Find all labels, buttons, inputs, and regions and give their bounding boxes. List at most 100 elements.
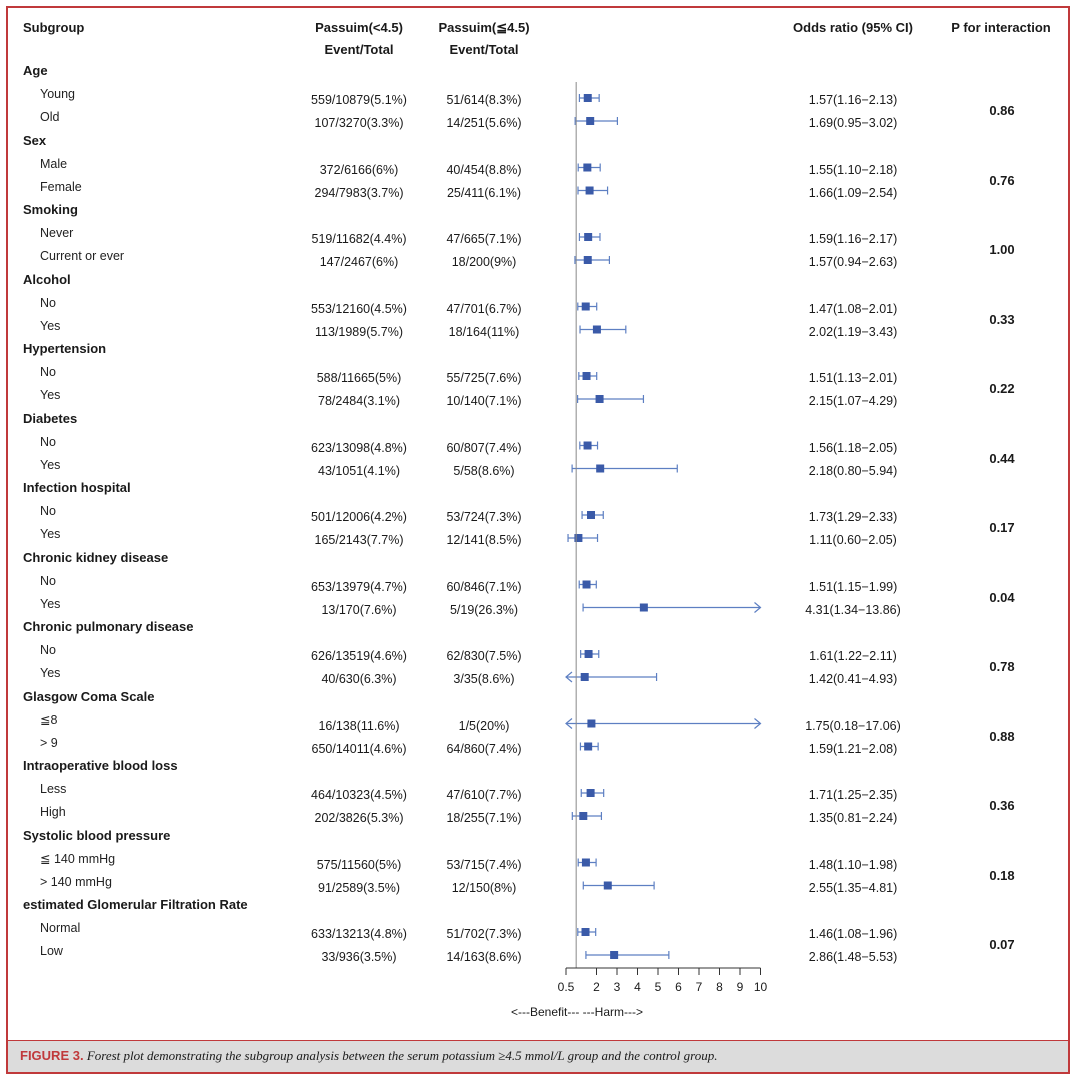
subgroup-label: Yes bbox=[40, 457, 61, 472]
subgroup-label: No bbox=[40, 434, 56, 449]
subgroup-heading: Hypertension bbox=[23, 341, 107, 356]
point-estimate-marker bbox=[585, 186, 594, 195]
event-total-group2: 14/163(8.6%) bbox=[446, 950, 522, 964]
p-for-interaction: 0.33 bbox=[989, 311, 1015, 327]
subgroup-label: Current or ever bbox=[40, 249, 125, 263]
p-for-interaction: 0.07 bbox=[989, 937, 1015, 952]
subgroup-label: Male bbox=[40, 156, 68, 171]
odds-ratio-text: 1.61(1.22−2.11) bbox=[809, 649, 897, 663]
event-total-group2: 10/140(7.1%) bbox=[446, 394, 522, 408]
odds-ratio-text: 1.71(1.25−2.35) bbox=[808, 788, 898, 802]
figure-caption: FIGURE 3. Forest plot demonstrating the … bbox=[8, 1040, 1068, 1072]
odds-ratio-text: 1.57(0.94−2.63) bbox=[808, 255, 898, 269]
event-total-group2: 18/164(11%) bbox=[448, 324, 520, 339]
subgroup-label: No bbox=[40, 365, 56, 379]
odds-ratio-text: 1.59(1.16−2.17) bbox=[808, 232, 898, 246]
header-subgroup: Subgroup bbox=[23, 20, 85, 35]
point-estimate-marker bbox=[581, 302, 590, 311]
odds-ratio-text: 2.86(1.48−5.53) bbox=[808, 950, 898, 964]
event-total-group2: 47/665(7.1%) bbox=[446, 232, 522, 246]
event-total-group2: 14/251(5.6%) bbox=[446, 116, 522, 130]
p-for-interaction: 0.22 bbox=[989, 381, 1015, 396]
odds-ratio-text: 1.73(1.29−2.33) bbox=[808, 510, 898, 524]
subgroup-label: Low bbox=[40, 944, 63, 958]
subgroup-heading: Chronic pulmonary disease bbox=[23, 619, 194, 634]
event-total-group1: 16/138(11.6%) bbox=[318, 718, 400, 733]
subgroup-heading: Glasgow Coma Scale bbox=[23, 688, 155, 704]
event-total-group2: 60/846(7.1%) bbox=[446, 579, 522, 594]
event-total-group2: 51/702(7.3%) bbox=[446, 927, 522, 941]
event-total-group1: 588/11665(5%) bbox=[316, 371, 402, 385]
event-total-group1: 633/13213(4.8%) bbox=[311, 927, 407, 941]
x-axis-tick-label: 6 bbox=[675, 980, 682, 994]
event-total-group1: 202/3826(5.3%) bbox=[314, 811, 404, 825]
subgroup-label: Yes bbox=[40, 596, 61, 611]
subgroup-heading: Intraoperative blood loss bbox=[23, 758, 178, 773]
subgroup-label: High bbox=[40, 805, 66, 819]
event-total-group1: 43/1051(4.1%) bbox=[317, 463, 401, 478]
x-axis-tick-label: 5 bbox=[655, 980, 662, 994]
subgroup-heading: Systolic blood pressure bbox=[23, 827, 171, 843]
event-total-group1: 113/1989(5.7%) bbox=[314, 324, 404, 339]
odds-ratio-text: 1.56(1.18−2.05) bbox=[808, 440, 898, 455]
subgroup-label: Normal bbox=[40, 921, 81, 935]
subgroup-label: > 140 mmHg bbox=[40, 874, 112, 889]
p-for-interaction: 0.36 bbox=[989, 798, 1015, 813]
odds-ratio-text: 1.51(1.13−2.01) bbox=[808, 371, 898, 385]
x-axis-tick-label: 3 bbox=[614, 980, 621, 994]
event-total-group2: 12/141(8.5%) bbox=[446, 533, 522, 547]
odds-ratio-text: 2.02(1.19−3.43) bbox=[808, 324, 898, 339]
subgroup-label: No bbox=[40, 295, 56, 310]
subgroup-label: Yes bbox=[40, 527, 61, 541]
p-for-interaction: 0.88 bbox=[989, 728, 1015, 744]
ci-arrow-right bbox=[754, 718, 762, 729]
header-group2: Passuim(≦4.5) bbox=[438, 20, 530, 35]
event-total-group1: 372/6166(6%) bbox=[319, 162, 399, 177]
event-total-group1: 91/2589(3.5%) bbox=[317, 880, 401, 895]
event-total-group1: 147/2467(6%) bbox=[319, 255, 399, 269]
p-for-interaction: 0.76 bbox=[989, 172, 1015, 188]
event-total-group1: 553/12160(4.5%) bbox=[311, 301, 407, 316]
event-total-group2: 18/255(7.1%) bbox=[446, 811, 522, 825]
point-estimate-marker bbox=[584, 650, 593, 658]
direction-label: <---Benefit--- ---Harm---> bbox=[511, 1005, 643, 1019]
p-for-interaction: 0.78 bbox=[989, 659, 1015, 674]
event-total-group1: 653/13979(4.7%) bbox=[311, 579, 407, 594]
point-estimate-marker bbox=[574, 534, 583, 542]
event-total-group1: 294/7983(3.7%) bbox=[314, 185, 404, 200]
subgroup-heading: Diabetes bbox=[23, 410, 78, 426]
subgroup-label: ≦8 bbox=[40, 712, 58, 727]
point-estimate-marker bbox=[595, 395, 604, 403]
event-total-group2: 25/411(6.1%) bbox=[446, 185, 522, 200]
event-total-group2: 40/454(8.8%) bbox=[446, 162, 522, 177]
event-total-group2: 64/860(7.4%) bbox=[446, 741, 522, 756]
p-for-interaction: 0.17 bbox=[989, 520, 1015, 535]
subgroup-label: Old bbox=[40, 110, 60, 124]
odds-ratio-text: 1.55(1.10−2.18) bbox=[808, 162, 898, 177]
event-total-group2: 55/725(7.6%) bbox=[446, 371, 522, 385]
p-for-interaction: 0.04 bbox=[989, 589, 1015, 605]
odds-ratio-text: 1.75(0.18−17.06) bbox=[805, 718, 901, 733]
event-total-group1: 107/3270(3.3%) bbox=[314, 116, 404, 130]
x-axis-tick-label: 8 bbox=[716, 980, 723, 994]
event-total-group1: 559/10879(5.1%) bbox=[311, 93, 407, 107]
event-total-group1: 519/11682(4.4%) bbox=[311, 232, 407, 246]
event-total-group1: 623/13098(4.8%) bbox=[311, 440, 407, 455]
point-estimate-marker bbox=[579, 812, 588, 820]
event-total-group1: 464/10323(4.5%) bbox=[311, 788, 407, 802]
event-total-group2: 47/610(7.7%) bbox=[446, 788, 522, 802]
forest-plot-svg: 0.5 2 3 4 5 6 7 8 9 10 bbox=[558, 82, 767, 994]
odds-ratio-text: 2.15(1.07−4.29) bbox=[808, 394, 898, 408]
event-total-group2: 60/807(7.4%) bbox=[446, 440, 522, 455]
subgroup-label: Never bbox=[40, 226, 74, 240]
event-total-group2: 1/5(20%) bbox=[458, 718, 510, 733]
event-total-group2: 51/614(8.3%) bbox=[446, 93, 522, 107]
caption-label: FIGURE 3. bbox=[20, 1048, 84, 1063]
p-for-interaction: 0.44 bbox=[989, 450, 1015, 466]
odds-ratio-text: 4.31(1.34−13.86) bbox=[805, 602, 901, 617]
subgroup-label: > 9 bbox=[40, 735, 58, 750]
odds-ratio-text: 1.46(1.08−1.96) bbox=[808, 927, 898, 941]
subgroup-heading: Infection hospital bbox=[23, 480, 131, 495]
subgroup-label: Yes bbox=[40, 388, 61, 402]
subgroup-label: Yes bbox=[40, 318, 61, 333]
